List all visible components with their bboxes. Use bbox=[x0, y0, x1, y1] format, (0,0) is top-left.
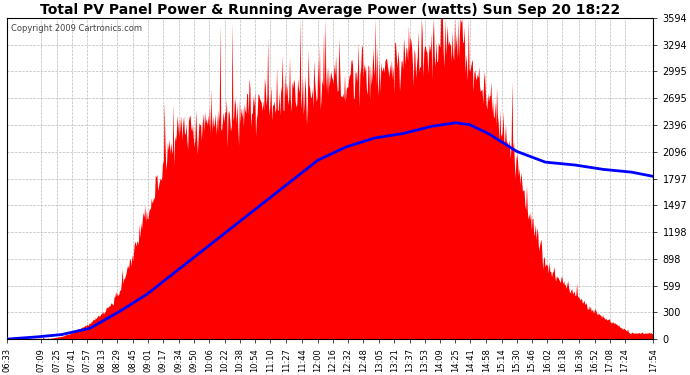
Text: Copyright 2009 Cartronics.com: Copyright 2009 Cartronics.com bbox=[10, 24, 141, 33]
Title: Total PV Panel Power & Running Average Power (watts) Sun Sep 20 18:22: Total PV Panel Power & Running Average P… bbox=[40, 3, 620, 17]
